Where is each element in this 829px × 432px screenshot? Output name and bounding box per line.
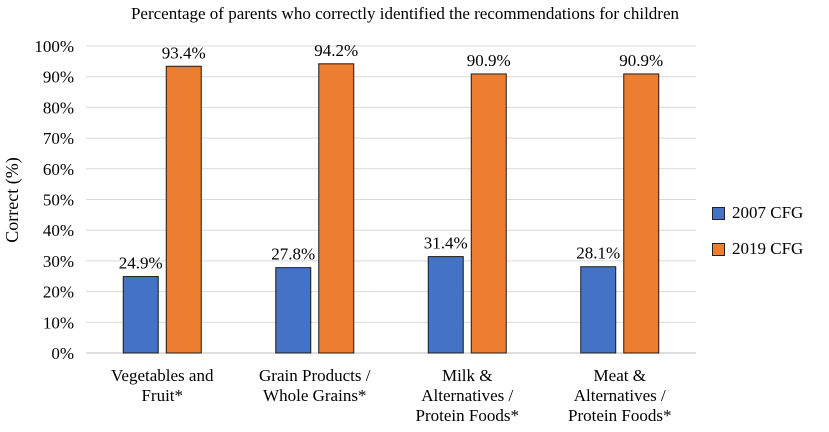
data-label: 90.9% <box>467 51 511 70</box>
category-label: Milk & Alternatives / Protein Foods* <box>416 366 519 425</box>
x-tick-labels: Vegetables and Fruit* Grain Products / Whol… <box>111 366 671 425</box>
legend-swatch-2007 <box>712 206 725 220</box>
legend-item-2007: 2007 CFG <box>712 200 803 226</box>
category-label-line: Milk & <box>442 366 493 385</box>
data-label: 90.9% <box>619 51 663 70</box>
data-label: 28.1% <box>576 244 620 263</box>
y-tick-label: 90% <box>43 68 74 87</box>
category-label-line: Protein Foods* <box>416 406 519 425</box>
chart-title: Percentage of parents who correctly iden… <box>131 4 680 23</box>
legend-label-2019: 2019 CFG <box>732 239 804 258</box>
y-axis-label: Correct (%) <box>2 157 23 242</box>
category-label-line: Alternatives / <box>574 386 666 405</box>
bars <box>122 63 660 354</box>
legend: 2007 CFG 2019 CFG <box>712 200 803 272</box>
data-label: 27.8% <box>271 245 315 264</box>
bar-2007 <box>275 267 312 354</box>
category-label-line: Vegetables and <box>111 366 214 385</box>
bar-2019 <box>470 73 507 354</box>
y-tick-label: 100% <box>34 37 74 56</box>
category-label-line: Meat & <box>594 366 646 385</box>
y-tick-label: 60% <box>43 160 74 179</box>
category-label-line: Whole Grains* <box>263 386 366 405</box>
category-label: Grain Products / Whole Grains* <box>259 366 371 405</box>
bar-2019 <box>318 63 355 354</box>
category-label-line: Grain Products / <box>259 366 371 385</box>
data-label: 93.4% <box>162 43 206 62</box>
bar-2019 <box>165 65 202 354</box>
legend-item-2019: 2019 CFG <box>712 236 803 262</box>
legend-swatch-2019 <box>712 242 725 256</box>
bar-2007 <box>580 266 617 354</box>
y-tick-label: 0% <box>51 344 74 363</box>
category-label-line: Alternatives / <box>421 386 513 405</box>
bar-2007 <box>427 256 464 354</box>
y-tick-label: 70% <box>43 129 74 148</box>
category-label: Meat & Alternatives / Protein Foods* <box>568 366 671 425</box>
data-label: 94.2% <box>314 41 358 60</box>
y-tick-label: 30% <box>43 252 74 271</box>
y-tick-label: 50% <box>43 191 74 210</box>
data-label: 31.4% <box>424 234 468 253</box>
category-label-line: Protein Foods* <box>568 406 671 425</box>
y-tick-label: 20% <box>43 283 74 302</box>
y-tick-label: 40% <box>43 221 74 240</box>
y-tick-labels: 0% 10% 20% 30% 40% 50% 60% 70% 80% 90% 100% <box>34 37 74 363</box>
category-label-line: Fruit* <box>141 386 183 405</box>
data-label: 24.9% <box>119 254 163 273</box>
data-labels: 24.9% 93.4% 27.8% 94.2% 31.4% 90.9% 28.1% 90.9% <box>119 41 663 273</box>
bar-2007 <box>122 276 159 354</box>
y-tick-label: 10% <box>43 313 74 332</box>
category-label: Vegetables and Fruit* <box>111 366 214 405</box>
y-tick-label: 80% <box>43 98 74 117</box>
bar-2019 <box>623 73 660 354</box>
legend-label-2007: 2007 CFG <box>732 203 804 222</box>
